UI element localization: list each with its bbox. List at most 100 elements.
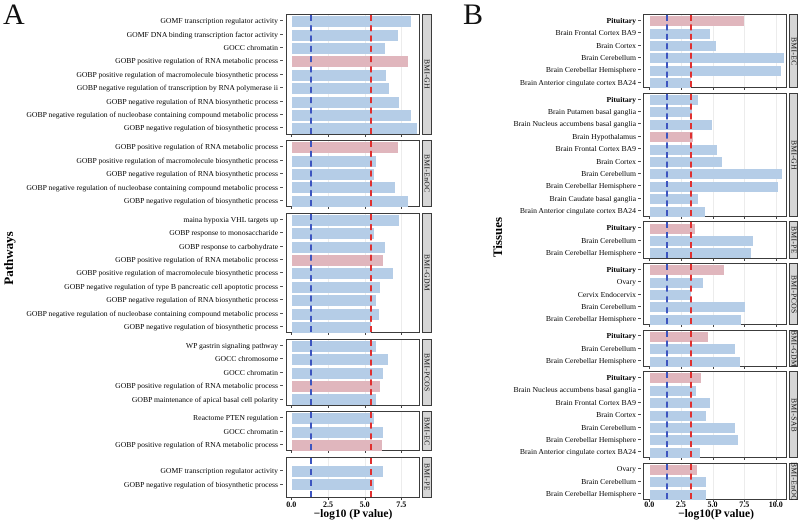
bar-enriched [292, 96, 400, 108]
red-threshold-line [370, 412, 373, 451]
blue-threshold-line [310, 339, 313, 405]
red-threshold-line [689, 222, 692, 258]
bar-enriched [292, 155, 376, 167]
row-label: Pituitary [607, 223, 641, 232]
row-label: WP gastrin signaling pathway [186, 341, 283, 350]
blue-threshold-line [310, 457, 313, 497]
bar-significant [292, 56, 409, 68]
gridline [680, 93, 682, 216]
bar-enriched [292, 182, 395, 194]
row-label: GOCC chromosome [215, 354, 283, 363]
axis-tick [712, 257, 714, 261]
bar-enriched [292, 354, 388, 366]
blue-threshold-line [665, 93, 668, 216]
axis-tick [775, 87, 777, 91]
gridline [775, 264, 777, 325]
row-label: GOBP negative regulation of biosynthetic… [124, 480, 283, 489]
gridline [775, 330, 777, 366]
row-label: Brain Frontal Cortex BA9 [556, 28, 642, 37]
facet-strip-label: BMI-SAB [789, 371, 798, 459]
bar-enriched [292, 214, 400, 226]
row-label: GOBP positive regulation of RNA metaboli… [115, 381, 283, 390]
bar-enriched [292, 308, 379, 320]
bar-enriched [292, 394, 376, 406]
bar-significant [292, 142, 398, 154]
axis-tick [291, 450, 293, 454]
bar-significant [650, 331, 709, 342]
bar-enriched [650, 107, 692, 118]
row-label: Brain Cerebellum [581, 236, 641, 245]
bar-enriched [650, 435, 738, 446]
axis-tick [327, 206, 329, 210]
bar-enriched [650, 477, 706, 488]
axis-tick [327, 332, 329, 336]
bar-enriched [650, 314, 742, 325]
bar-enriched [292, 281, 381, 293]
gridline [712, 372, 714, 458]
row-label: Brain Cortex [596, 410, 641, 419]
axis-tick [649, 87, 651, 91]
bar-enriched [650, 53, 785, 64]
row-label: GOCC chromatin [224, 427, 283, 436]
axis-tick [364, 496, 366, 500]
gridline [401, 141, 403, 207]
row-label: GOBP response to carbohydrate [179, 242, 283, 251]
blue-threshold-line [665, 222, 668, 258]
row-label: Pituitary [607, 95, 641, 104]
bar-significant [650, 223, 695, 234]
facet-panel [643, 371, 788, 461]
row-label: GOBP positive regulation of macromolecul… [76, 268, 283, 277]
red-threshold-line [370, 15, 373, 134]
row-label: Brain Putamen basal ganglia [548, 107, 641, 116]
blue-threshold-line [665, 264, 668, 325]
axis-tick [712, 215, 714, 219]
row-label: Brain Cerebellar Hemisphere [546, 356, 641, 365]
red-threshold-line [370, 457, 373, 497]
x-axis-tick-label: 7.5 [739, 500, 750, 509]
row-label: Ovary [617, 464, 641, 473]
gridline [744, 264, 746, 325]
axis-tick [744, 365, 746, 369]
row-label: Brain Cerebellum [581, 302, 641, 311]
facet-strip-label: BMI-EC [421, 411, 432, 452]
x-axis-title-b: −log10(P value) [678, 508, 754, 520]
row-label: GOBP response to monosaccharide [169, 228, 283, 237]
bar-enriched [292, 466, 384, 478]
row-label: Brain Frontal Cortex BA9 [556, 144, 642, 153]
facet-strip-label: BMI-PE [421, 456, 432, 498]
axis-tick [712, 498, 714, 502]
axis-tick [680, 324, 682, 328]
row-label: Brain Cerebellum [581, 423, 641, 432]
row-label: Brain Cerebellar Hemisphere [546, 181, 641, 190]
axis-tick [744, 457, 746, 461]
facet-strip-label: BMI-GDM [421, 212, 432, 334]
bar-enriched [292, 479, 375, 491]
gridline [744, 93, 746, 216]
bar-enriched [650, 344, 736, 355]
axis-tick [327, 450, 329, 454]
row-label: maina hypoxia VHL targets up [183, 215, 283, 224]
bar-enriched [292, 426, 384, 438]
blue-threshold-line [665, 15, 668, 88]
row-label: GOBP positive regulation of macromolecul… [76, 70, 283, 79]
row-label: GOBP positive regulation of RNA metaboli… [115, 440, 283, 449]
gridline [775, 222, 777, 258]
facet-strip-label: BMI-GDM [789, 329, 798, 367]
x-axis-title-a: −log10 (P value) [313, 508, 393, 520]
bar-significant [292, 440, 382, 452]
panel-letter-b: B [463, 0, 484, 31]
axis-tick [775, 257, 777, 261]
axis-tick [291, 496, 293, 500]
axis-tick [364, 332, 366, 336]
axis-tick [744, 215, 746, 219]
bar-enriched [292, 241, 385, 253]
axis-tick [680, 365, 682, 369]
gridline [401, 213, 403, 333]
blue-threshold-line [310, 15, 313, 134]
bar-enriched [650, 356, 741, 367]
bar-enriched [292, 16, 412, 28]
axis-tick [712, 324, 714, 328]
row-label: Brain Cerebellum [581, 53, 641, 62]
row-label: Reactome PTEN regulation [193, 413, 283, 422]
